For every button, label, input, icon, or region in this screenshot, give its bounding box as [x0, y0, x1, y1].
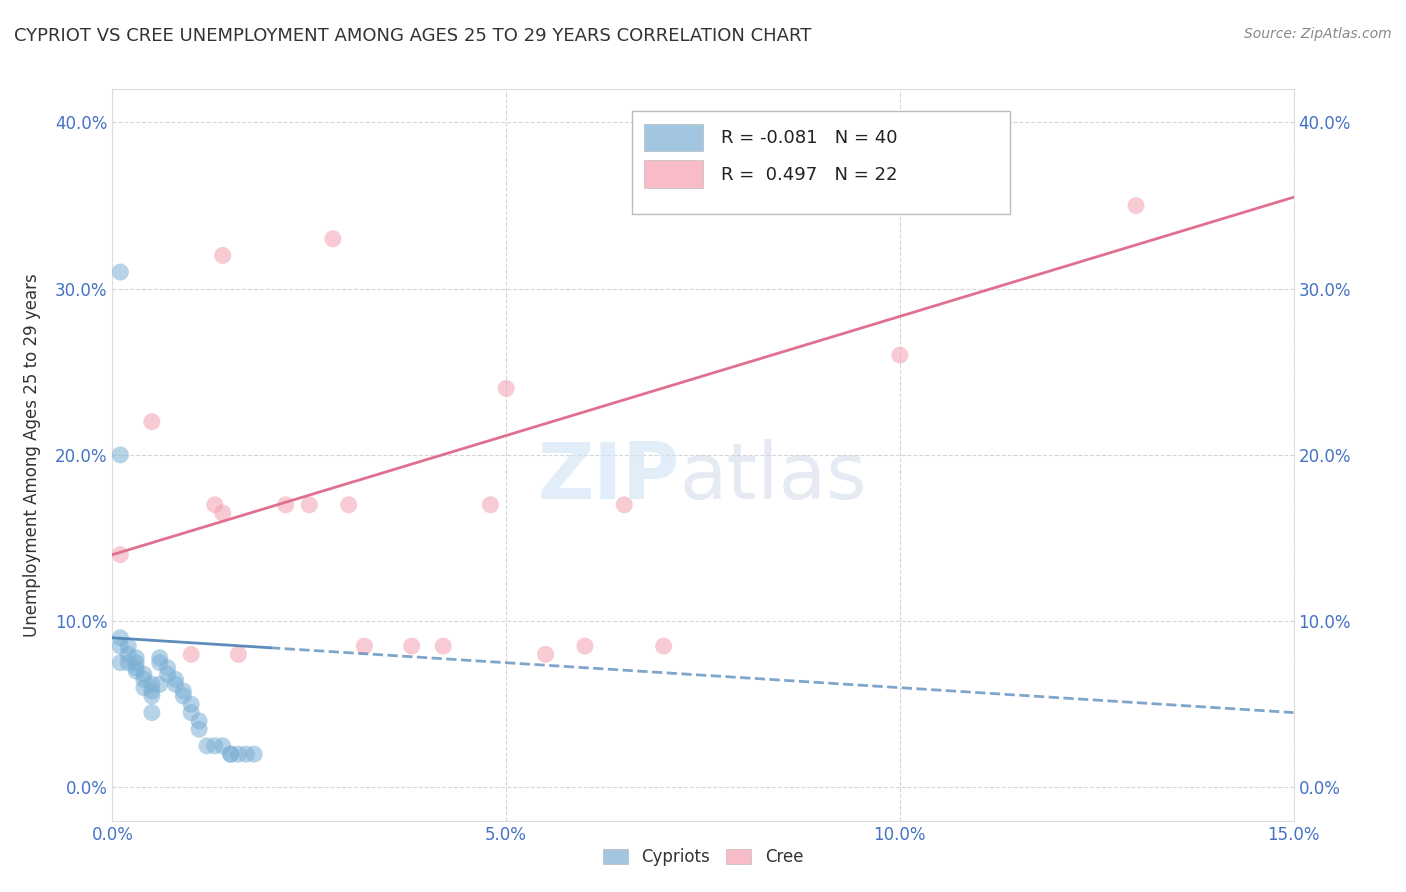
- Text: R =  0.497   N = 22: R = 0.497 N = 22: [721, 166, 897, 184]
- Point: [495, 381, 517, 395]
- Point: [132, 681, 155, 695]
- Point: [889, 348, 911, 362]
- Point: [298, 498, 321, 512]
- Point: [574, 639, 596, 653]
- Legend: Cypriots, Cree: Cypriots, Cree: [595, 839, 811, 874]
- Point: [219, 747, 242, 761]
- Point: [125, 650, 148, 665]
- Point: [141, 684, 163, 698]
- Point: [235, 747, 257, 761]
- Point: [125, 656, 148, 670]
- Point: [432, 639, 454, 653]
- FancyBboxPatch shape: [644, 161, 703, 188]
- Point: [141, 677, 163, 691]
- Point: [219, 747, 242, 761]
- Point: [141, 706, 163, 720]
- Point: [117, 656, 139, 670]
- Point: [180, 648, 202, 662]
- Point: [125, 661, 148, 675]
- Point: [353, 639, 375, 653]
- Point: [613, 498, 636, 512]
- Point: [228, 648, 250, 662]
- Point: [188, 714, 211, 728]
- Point: [180, 706, 202, 720]
- Point: [322, 232, 344, 246]
- Point: [180, 698, 202, 712]
- Point: [195, 739, 218, 753]
- Point: [132, 667, 155, 681]
- Y-axis label: Unemployment Among Ages 25 to 29 years: Unemployment Among Ages 25 to 29 years: [24, 273, 41, 637]
- Point: [156, 661, 179, 675]
- Point: [211, 739, 233, 753]
- Point: [149, 650, 172, 665]
- Text: CYPRIOT VS CREE UNEMPLOYMENT AMONG AGES 25 TO 29 YEARS CORRELATION CHART: CYPRIOT VS CREE UNEMPLOYMENT AMONG AGES …: [14, 27, 811, 45]
- Point: [110, 631, 132, 645]
- Point: [156, 667, 179, 681]
- Text: atlas: atlas: [679, 439, 868, 515]
- Point: [125, 664, 148, 678]
- Point: [165, 673, 187, 687]
- Point: [117, 639, 139, 653]
- Point: [652, 639, 675, 653]
- Point: [149, 677, 172, 691]
- Point: [188, 723, 211, 737]
- Point: [1125, 198, 1147, 212]
- Point: [172, 689, 194, 703]
- Point: [110, 656, 132, 670]
- Point: [110, 448, 132, 462]
- Point: [165, 677, 187, 691]
- Point: [149, 656, 172, 670]
- Point: [110, 639, 132, 653]
- Point: [110, 265, 132, 279]
- Text: ZIP: ZIP: [537, 439, 679, 515]
- Point: [117, 648, 139, 662]
- FancyBboxPatch shape: [633, 112, 1010, 213]
- Point: [534, 648, 557, 662]
- Point: [243, 747, 266, 761]
- Text: R = -0.081   N = 40: R = -0.081 N = 40: [721, 129, 897, 147]
- Point: [110, 548, 132, 562]
- Point: [211, 506, 233, 520]
- Point: [141, 689, 163, 703]
- Point: [204, 498, 226, 512]
- Text: Source: ZipAtlas.com: Source: ZipAtlas.com: [1244, 27, 1392, 41]
- Point: [479, 498, 502, 512]
- FancyBboxPatch shape: [644, 124, 703, 152]
- Point: [204, 739, 226, 753]
- Point: [132, 673, 155, 687]
- Point: [172, 684, 194, 698]
- Point: [274, 498, 297, 512]
- Point: [141, 415, 163, 429]
- Point: [401, 639, 423, 653]
- Point: [228, 747, 250, 761]
- Point: [211, 248, 233, 262]
- Point: [337, 498, 360, 512]
